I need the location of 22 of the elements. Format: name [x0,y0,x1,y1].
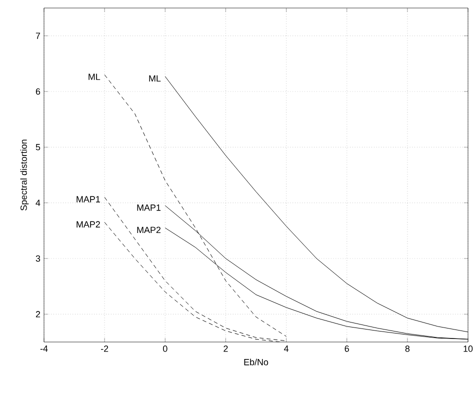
series-label: ML [88,74,100,80]
x-tick-label: 2 [224,346,228,352]
x-axis-title: Eb/No [244,358,268,366]
x-tick-label: -2 [100,346,108,352]
y-tick-label: 3 [36,255,40,262]
x-tick-label: 4 [284,346,289,352]
x-tick-label: -4 [40,346,48,352]
x-tick-label: 10 [464,346,473,352]
x-tick-label: 8 [405,346,410,352]
y-tick-label: 2 [36,311,40,318]
series-label: MAP1 [76,196,100,202]
series-label: MAP1 [137,204,161,211]
y-axis-title: Spectral distortion [20,140,29,210]
x-tick-label: 6 [344,346,349,352]
series-label: ML [149,75,161,82]
x-tick-label: 0 [162,346,168,352]
y-tick-label: 6 [36,88,40,95]
series-label: MAP2 [76,221,100,228]
y-tick-label: 4 [36,200,40,206]
y-tick-label: 7 [36,32,40,39]
y-tick-label: 5 [36,144,40,150]
series-label: MAP2 [137,226,161,234]
